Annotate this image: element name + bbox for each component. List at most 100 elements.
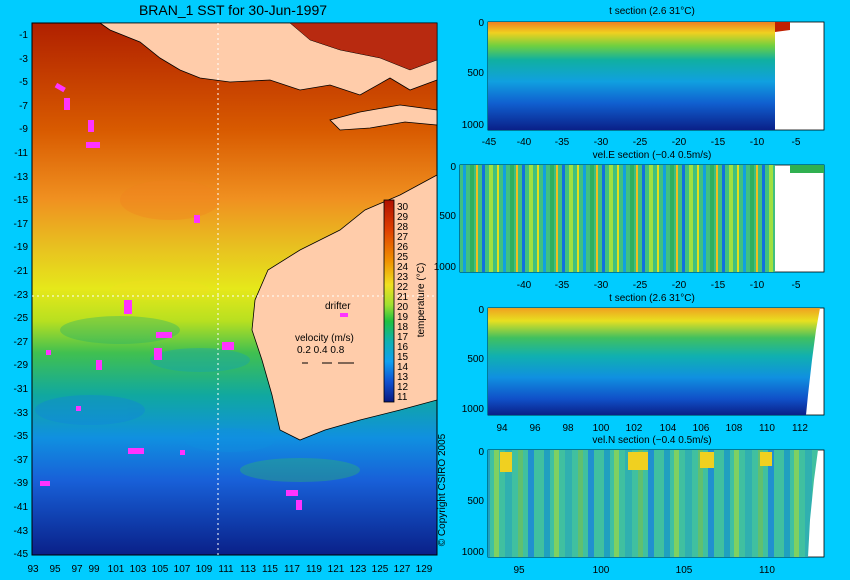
lon-label: 125 — [372, 564, 389, 575]
lat-label: -37 — [14, 455, 29, 466]
lon-label: 93 — [27, 564, 39, 575]
lon-label: 127 — [394, 564, 411, 575]
land-dark — [289, 22, 438, 71]
lon-label: 123 — [350, 564, 367, 575]
colorbar-tick: 27 — [397, 232, 409, 243]
x-tick: 106 — [693, 423, 710, 434]
x-tick: -35 — [555, 137, 570, 148]
drifter-legend-label: drifter — [325, 301, 351, 312]
lat-label: -31 — [14, 384, 29, 395]
lat-label: -21 — [14, 266, 29, 277]
x-tick: -30 — [594, 280, 609, 291]
colorbar-tick: 22 — [397, 282, 409, 293]
lon-label: 107 — [174, 564, 191, 575]
colorbar-label: temperature (°C) — [416, 263, 427, 338]
x-tick: -30 — [594, 137, 609, 148]
lon-label: 97 — [71, 564, 83, 575]
x-tick: -10 — [750, 280, 765, 291]
colorbar-tick: 19 — [397, 312, 409, 323]
lat-label: -11 — [14, 148, 28, 159]
colorbar-tick: 14 — [397, 362, 409, 373]
lat-label: -23 — [14, 290, 29, 301]
colorbar-tick: 28 — [397, 222, 409, 233]
depth-tick: 1000 — [462, 120, 485, 131]
depth-tick: 500 — [467, 354, 484, 365]
colorbar: 30 29 28 27 26 25 24 23 22 21 20 19 18 1… — [383, 199, 427, 403]
sst-map — [31, 22, 438, 556]
lat-label: -41 — [14, 502, 29, 513]
lat-label: -29 — [14, 360, 29, 371]
depth-tick: 0 — [478, 305, 484, 316]
colorbar-tick: 12 — [397, 382, 409, 393]
panel-title: vel.E section (−0.4 0.5m/s) — [593, 150, 712, 161]
depth-tick: 1000 — [434, 262, 457, 273]
colorbar-tick: 23 — [397, 272, 409, 283]
land-timor — [329, 104, 438, 131]
colorbar-tick: 17 — [397, 332, 409, 343]
lon-label: 121 — [328, 564, 345, 575]
lat-label: -19 — [14, 242, 29, 253]
x-tick: -15 — [711, 280, 726, 291]
lon-label: 111 — [218, 564, 234, 575]
t-section-zonal-panel: t section (2.6 31°C) 0 500 1000 94 96 98… — [462, 293, 825, 434]
x-tick: 105 — [676, 565, 693, 576]
lat-label: -25 — [14, 313, 29, 324]
copyright-text: © Copyright CSIRO 2005 — [437, 433, 448, 546]
colorbar-tick: 20 — [397, 302, 409, 313]
x-tick: 108 — [726, 423, 743, 434]
lat-label: -3 — [19, 54, 28, 65]
x-tick: 112 — [792, 423, 808, 434]
colorbar-tick: 30 — [397, 202, 409, 213]
lat-label: -43 — [14, 526, 29, 537]
vel-n-section-panel: vel.N section (−0.4 0.5m/s) 0 500 1000 9… — [462, 435, 825, 576]
x-tick: -20 — [672, 280, 687, 291]
x-tick: 94 — [496, 423, 508, 434]
section-field — [488, 308, 820, 415]
panel-title: t section (2.6 31°C) — [609, 293, 695, 304]
depth-tick: 0 — [478, 18, 484, 29]
colorbar-tick: 16 — [397, 342, 409, 353]
lon-label: 99 — [88, 564, 100, 575]
lon-label: 119 — [306, 564, 322, 575]
x-tick: 102 — [626, 423, 643, 434]
depth-tick: 1000 — [462, 404, 485, 415]
x-tick: -45 — [482, 137, 497, 148]
lat-label: -13 — [14, 172, 29, 183]
sst-eddies — [35, 180, 360, 482]
x-tick: -5 — [792, 280, 801, 291]
colorbar-tick: 11 — [397, 392, 408, 403]
x-tick: -5 — [792, 137, 801, 148]
lat-label: -7 — [19, 101, 28, 112]
lat-label: -27 — [14, 337, 29, 348]
depth-tick: 500 — [467, 68, 484, 79]
x-tick: -10 — [750, 137, 765, 148]
x-tick: -25 — [633, 137, 648, 148]
section-surface-highlights — [500, 452, 772, 472]
lat-label: -35 — [14, 431, 29, 442]
x-tick: -15 — [711, 137, 726, 148]
lat-label: -15 — [14, 195, 29, 206]
velocity-legend-label: velocity (m/s) — [295, 333, 354, 344]
map-legend: drifter velocity (m/s) 0.2 0.4 0.8 — [295, 301, 354, 364]
map-title: BRAN_1 SST for 30-Jun-1997 — [139, 2, 327, 18]
depth-tick: 500 — [467, 496, 484, 507]
x-tick: -20 — [672, 137, 687, 148]
x-tick: 95 — [513, 565, 525, 576]
panel-title: t section (2.6 31°C) — [609, 6, 695, 17]
lat-label: -9 — [19, 124, 28, 135]
longitude-labels: 93 95 97 99 101 103 105 107 109 111 113 … — [27, 564, 432, 575]
x-tick: -40 — [517, 280, 532, 291]
depth-tick: 1000 — [462, 547, 485, 558]
lon-label: 109 — [196, 564, 213, 575]
x-tick: 100 — [593, 423, 610, 434]
section-surface-patch — [790, 165, 824, 173]
lat-label: -5 — [19, 77, 28, 88]
section-surface-warm — [775, 22, 790, 32]
x-tick: -40 — [517, 137, 532, 148]
depth-tick: 0 — [450, 162, 456, 173]
colorbar-tick: 24 — [397, 262, 409, 273]
x-tick: -25 — [633, 280, 648, 291]
lon-label: 103 — [130, 564, 147, 575]
colorbar-tick: 18 — [397, 322, 409, 333]
